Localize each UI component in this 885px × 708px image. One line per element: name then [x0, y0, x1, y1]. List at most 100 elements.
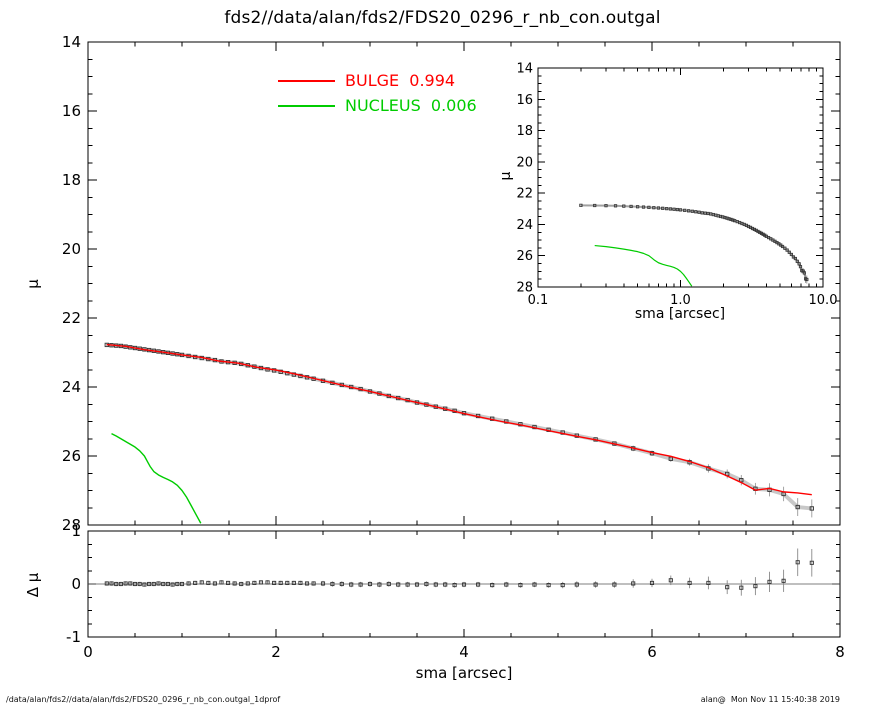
inset-y-tick-label: 28 — [516, 281, 533, 296]
inset-observed-point — [636, 205, 640, 209]
inset-observed-point — [793, 256, 797, 261]
residual-point — [358, 582, 363, 587]
inset-observed-point — [783, 246, 787, 250]
residual-y-axis-label: Δ μ — [24, 572, 42, 598]
residual-point — [414, 582, 420, 587]
residual-point — [706, 580, 711, 585]
main-y-tick-label: 16 — [62, 102, 81, 120]
residual-point — [304, 581, 310, 586]
residual-point — [687, 580, 692, 585]
inset-observed-point — [668, 207, 673, 211]
inset-observed-point — [694, 210, 698, 214]
residual-point — [532, 582, 537, 587]
residual-point — [232, 581, 237, 586]
inset-y-tick-label: 26 — [516, 249, 533, 264]
residual-point — [272, 580, 277, 585]
residual-point — [212, 581, 217, 586]
inset-observed-point — [795, 259, 799, 263]
inset-observed-point — [703, 211, 707, 215]
residual-data-series — [104, 548, 814, 596]
inset-observed-point — [700, 211, 704, 215]
main-y-tick-label: 24 — [62, 378, 81, 396]
residual-point — [199, 580, 204, 585]
inset-observed-point — [622, 204, 626, 208]
main-y-tick-label: 14 — [62, 33, 81, 51]
residual-point — [560, 583, 565, 588]
residual-point — [339, 581, 344, 587]
main-observed-point — [795, 504, 800, 510]
inset-observed-point — [729, 217, 733, 222]
residual-point — [104, 581, 109, 586]
inset-x-axis-label: sma [arcsec] — [634, 306, 726, 322]
residual-point — [781, 578, 786, 583]
residual-point — [298, 580, 303, 585]
residual-point — [725, 585, 730, 590]
residual-point — [165, 581, 170, 587]
residual-point — [367, 581, 373, 587]
residual-point — [114, 581, 119, 587]
residual-point — [649, 580, 655, 585]
inset-observed-point — [661, 206, 665, 210]
residual-point — [219, 580, 224, 585]
residual-point — [612, 582, 617, 587]
residual-point — [179, 581, 185, 587]
inset-observed-point — [647, 205, 651, 209]
inset-observed-point — [798, 265, 803, 269]
residual-point — [795, 560, 800, 565]
main-nucleus-model-line — [111, 432, 202, 524]
inset-observed-point — [789, 252, 793, 257]
main-observed-error-band — [106, 342, 812, 511]
inset-observed-point — [785, 248, 789, 252]
residual-point — [330, 581, 335, 587]
residual-point — [291, 580, 296, 585]
residual-point — [170, 582, 175, 587]
inset-observed-point — [641, 205, 646, 209]
main-y-tick-label: 22 — [62, 309, 81, 327]
residual-point — [161, 581, 166, 587]
residual-point — [142, 582, 147, 587]
inset-panel-frame — [537, 67, 824, 288]
residual-point — [424, 581, 429, 587]
residual-y-tick-label: -1 — [66, 628, 81, 646]
main-data-series — [104, 342, 814, 524]
inset-observed-point — [604, 204, 608, 208]
residual-point — [186, 581, 191, 586]
plot-title: fds2//data/alan/fds2/FDS20_0296_r_nb_con… — [224, 8, 661, 28]
residual-point — [311, 581, 316, 586]
residual-point — [109, 581, 114, 586]
inset-observed-point — [690, 209, 694, 213]
residual-point — [518, 583, 523, 588]
inset-observed-point — [675, 207, 679, 212]
residual-point — [504, 582, 509, 587]
residual-point — [433, 582, 438, 587]
residual-point — [206, 580, 211, 585]
residual-point — [132, 581, 138, 587]
footer-file-path: /data/alan/fds2//data/alan/fds2/FDS20_02… — [6, 695, 281, 704]
inset-y-tick-label: 16 — [516, 93, 533, 108]
residual-point — [753, 584, 758, 589]
residual-point — [137, 581, 142, 587]
inset-x-tick-label: 1.0 — [670, 293, 691, 308]
residual-y-tick-label: 0 — [71, 575, 81, 593]
residual-point — [320, 581, 326, 586]
residual-x-tick-label: 8 — [835, 643, 845, 661]
inset-y-tick-label: 14 — [516, 62, 533, 77]
inset-observed-point — [687, 209, 691, 213]
residual-point — [443, 582, 448, 587]
residual-point — [739, 585, 744, 590]
inset-observed-point — [665, 207, 669, 211]
residual-x-tick-label: 6 — [647, 643, 657, 661]
residual-point — [405, 582, 410, 587]
residual-point — [175, 581, 180, 587]
residual-point — [147, 581, 152, 587]
inset-y-tick-label: 18 — [516, 124, 533, 139]
residual-x-tick-label: 2 — [271, 643, 281, 661]
main-axes-ticks: 14 16 18 20 22 24 26 28 — [62, 33, 841, 534]
inset-observed-point — [797, 262, 801, 266]
residual-point — [452, 583, 457, 588]
inset-nucleus-model-line — [594, 244, 693, 287]
residual-y-tick-label: 1 — [71, 522, 81, 540]
inset-observed-point — [672, 207, 676, 211]
residual-point — [128, 581, 133, 586]
residual-point — [245, 581, 250, 586]
